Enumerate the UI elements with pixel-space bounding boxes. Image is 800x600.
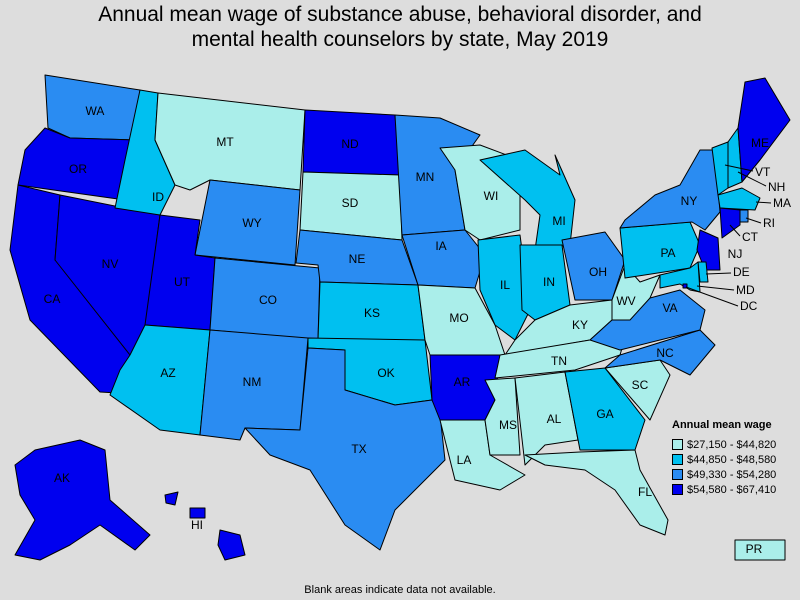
leader-vt	[724, 164, 754, 172]
state-label-mo: MO	[449, 311, 468, 325]
state-ga	[564, 367, 646, 451]
state-label-al: AL	[547, 412, 562, 426]
state-label-id: ID	[152, 190, 164, 204]
state-label-mi: MI	[552, 214, 565, 228]
footnote: Blank areas indicate data not available.	[304, 584, 496, 596]
state-ms	[484, 377, 521, 456]
state-label-tx: TX	[351, 442, 366, 456]
legend-item: $49,330 - $54,280	[672, 467, 800, 482]
callout-leader-lines	[685, 164, 772, 307]
leader-ri	[745, 217, 762, 224]
state-label-mn: MN	[416, 170, 435, 184]
state-pr	[734, 539, 786, 561]
state-label-il: IL	[500, 278, 510, 292]
state-oh	[561, 231, 626, 301]
state-label-ks: KS	[364, 306, 380, 320]
state-label-ok: OK	[377, 366, 394, 380]
state-label-ms: MS	[499, 418, 517, 432]
state-label-ma: MA	[773, 196, 791, 210]
state-label-ak: AK	[54, 471, 70, 485]
map-legend: Annual mean wage $27,150 - $44,820 $44,8…	[672, 419, 800, 497]
leader-nh	[737, 171, 767, 187]
legend-item: $27,150 - $44,820	[672, 437, 800, 452]
leader-de	[705, 272, 732, 275]
legend-label: $27,150 - $44,820	[687, 438, 777, 451]
state-label-wv: WV	[616, 294, 635, 308]
state-label-oh: OH	[589, 265, 607, 279]
state-label-sd: SD	[342, 196, 359, 210]
state-fl	[524, 449, 669, 536]
state-label-md: MD	[736, 283, 755, 297]
state-wy	[194, 179, 301, 266]
state-ny	[619, 149, 721, 231]
state-label-nv: NV	[102, 257, 119, 271]
state-label-la: LA	[457, 453, 472, 467]
state-label-nm: NM	[243, 375, 262, 389]
state-label-nd: ND	[341, 137, 359, 151]
state-label-ny: NY	[681, 194, 698, 208]
state-label-ca: CA	[44, 292, 61, 306]
legend-item: $54,580 - $67,410	[672, 482, 800, 497]
state-al	[514, 371, 579, 466]
leader-md	[696, 285, 735, 291]
state-ma	[717, 187, 761, 211]
state-ri	[739, 209, 749, 223]
legend-item: $44,850 - $48,580	[672, 452, 800, 467]
state-label-ky: KY	[572, 318, 588, 332]
state-label-me: ME	[751, 136, 769, 150]
state-label-nh: NH	[768, 180, 785, 194]
state-label-ut: UT	[174, 275, 191, 289]
state-label-hi: HI	[191, 518, 203, 532]
state-label-tn: TN	[551, 354, 567, 368]
map-title: Annual mean wage of substance abuse, beh…	[0, 2, 800, 52]
map-title-line-1: Annual mean wage of substance abuse, beh…	[98, 3, 702, 26]
legend-label: $54,580 - $67,410	[687, 483, 777, 496]
state-label-ar: AR	[454, 375, 471, 389]
state-label-ne: NE	[349, 252, 366, 266]
state-label-ga: GA	[596, 407, 613, 421]
legend-swatch	[672, 454, 683, 465]
state-ct	[719, 207, 741, 239]
state-me	[737, 77, 791, 183]
state-mi	[479, 149, 576, 251]
state-label-nc: NC	[656, 346, 674, 360]
state-label-wa: WA	[86, 104, 105, 118]
state-label-ia: IA	[435, 239, 446, 253]
state-ak	[14, 439, 151, 561]
legend-title: Annual mean wage	[672, 419, 772, 431]
state-label-pa: PA	[660, 246, 675, 260]
state-label-pr: PR	[746, 542, 763, 556]
state-md	[659, 261, 701, 293]
state-nj	[696, 229, 721, 271]
leader-ma	[755, 201, 772, 204]
state-label-or: OR	[69, 162, 87, 176]
legend-label: $49,330 - $54,280	[687, 468, 777, 481]
leader-ct	[729, 224, 741, 237]
state-label-ri: RI	[763, 216, 775, 230]
leader-dc	[685, 286, 739, 307]
state-label-in: IN	[543, 275, 555, 289]
state-label-wi: WI	[484, 189, 499, 203]
state-label-va: VA	[662, 301, 677, 315]
legend-swatch	[672, 439, 683, 450]
state-label-az: AZ	[160, 366, 175, 380]
state-label-fl: FL	[638, 485, 652, 499]
state-label-co: CO	[259, 293, 277, 307]
state-label-mt: MT	[216, 135, 234, 149]
state-label-sc: SC	[632, 378, 649, 392]
state-label-nj: NJ	[728, 247, 743, 261]
state-label-wy: WY	[242, 216, 261, 230]
state-label-de: DE	[733, 265, 750, 279]
legend-swatch	[672, 484, 683, 495]
state-label-ct: CT	[742, 230, 759, 244]
legend-label: $44,850 - $48,580	[687, 453, 777, 466]
state-label-vt: VT	[755, 165, 771, 179]
state-label-dc: DC	[740, 299, 758, 313]
map-title-line-2: mental health counselors by state, May 2…	[191, 28, 609, 51]
state-hi	[164, 491, 246, 561]
legend-swatch	[672, 469, 683, 480]
state-tx	[244, 347, 446, 551]
